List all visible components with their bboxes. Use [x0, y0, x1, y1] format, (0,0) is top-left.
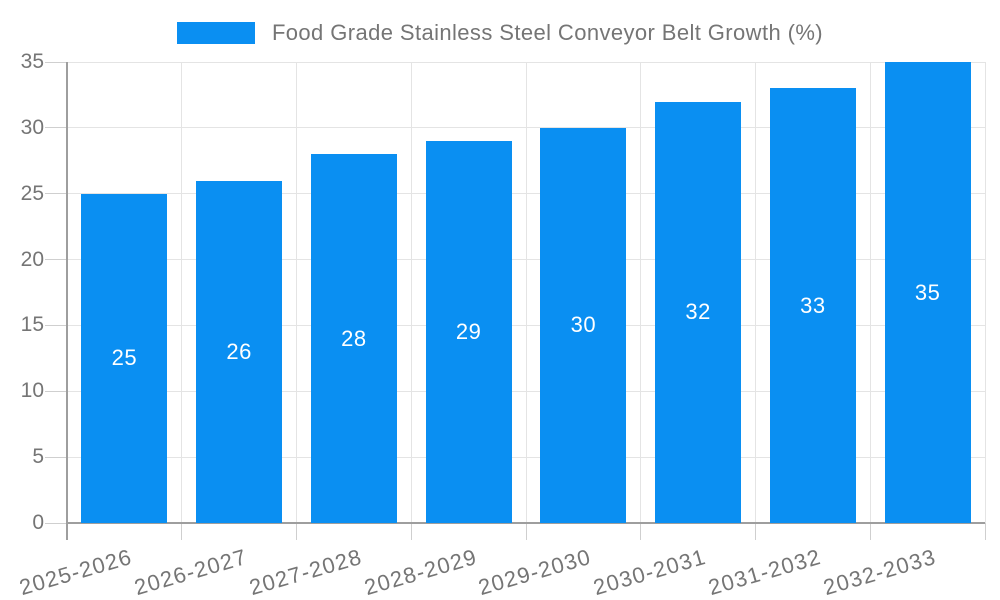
y-axis-tick-label: 30 [20, 115, 44, 139]
y-axis-tick-label: 35 [20, 50, 44, 73]
x-axis-tick-label: 2030-2031 [590, 544, 710, 600]
x-axis-tick-label: 2027-2028 [246, 544, 365, 600]
bar-value-label: 28 [341, 325, 367, 351]
x-axis-tick-label: 2029-2030 [475, 544, 595, 600]
y-axis-tick [45, 193, 67, 195]
y-axis-tick-label: 25 [20, 181, 44, 205]
gridline-vertical [296, 62, 297, 523]
x-axis-baseline [67, 522, 985, 524]
x-axis-tick-label: 2025-2026 [16, 544, 136, 600]
y-axis-tick [45, 61, 67, 63]
bar-value-label: 33 [800, 292, 826, 318]
bar: 29 [425, 141, 512, 523]
gridline-vertical [755, 62, 756, 523]
x-axis-tick [755, 523, 756, 540]
x-axis-tick [525, 523, 527, 540]
legend-swatch [176, 22, 255, 44]
y-axis-tick [45, 324, 67, 326]
gridline-vertical [181, 62, 183, 523]
bar: 30 [540, 127, 627, 523]
y-axis-tick [45, 522, 67, 524]
x-axis-tick [410, 523, 412, 540]
x-axis-tick-label: 2032-2033 [820, 544, 939, 600]
bar: 35 [884, 62, 971, 523]
x-axis-tick-label: 2026-2027 [131, 544, 251, 600]
gridline-vertical [410, 62, 412, 523]
y-axis-tick-label: 15 [20, 313, 44, 337]
y-axis-tick [45, 390, 67, 392]
bar: 26 [196, 180, 283, 523]
x-axis-tick-label: 2028-2029 [361, 544, 480, 600]
y-axis-tick-label: 0 [32, 511, 44, 534]
x-axis-tick [181, 523, 183, 540]
bar-value-label: 30 [570, 312, 597, 338]
gridline-vertical [640, 62, 642, 523]
y-axis-tick [45, 259, 67, 261]
bar: 33 [769, 88, 856, 523]
gridline-vertical [984, 62, 986, 523]
y-axis-tick [45, 456, 67, 458]
bar-value-label: 32 [685, 299, 711, 325]
x-axis-tick [296, 523, 297, 540]
y-axis-tick [45, 127, 67, 129]
bar-value-label: 25 [111, 345, 138, 371]
bar-value-label: 35 [914, 279, 941, 305]
x-axis-tick [869, 523, 871, 540]
bar-value-label: 29 [455, 319, 482, 344]
bar: 25 [81, 193, 168, 523]
bar: 28 [310, 154, 397, 523]
bar: 32 [655, 101, 742, 523]
legend: Food Grade Stainless Steel Conveyor Belt… [0, 20, 1000, 46]
y-axis-tick-label: 10 [20, 379, 44, 403]
x-axis-tick [984, 523, 986, 540]
gridline-vertical [525, 62, 527, 523]
x-axis-tick-label: 2031-2032 [705, 544, 824, 600]
y-axis-tick-label: 20 [20, 247, 44, 271]
y-axis-tick-label: 5 [32, 445, 44, 469]
gridline-vertical [869, 62, 871, 523]
legend-series-label: Food Grade Stainless Steel Conveyor Belt… [271, 20, 824, 45]
y-axis-line [66, 62, 68, 540]
x-axis-tick [640, 523, 642, 540]
bar-value-label: 26 [226, 338, 252, 364]
